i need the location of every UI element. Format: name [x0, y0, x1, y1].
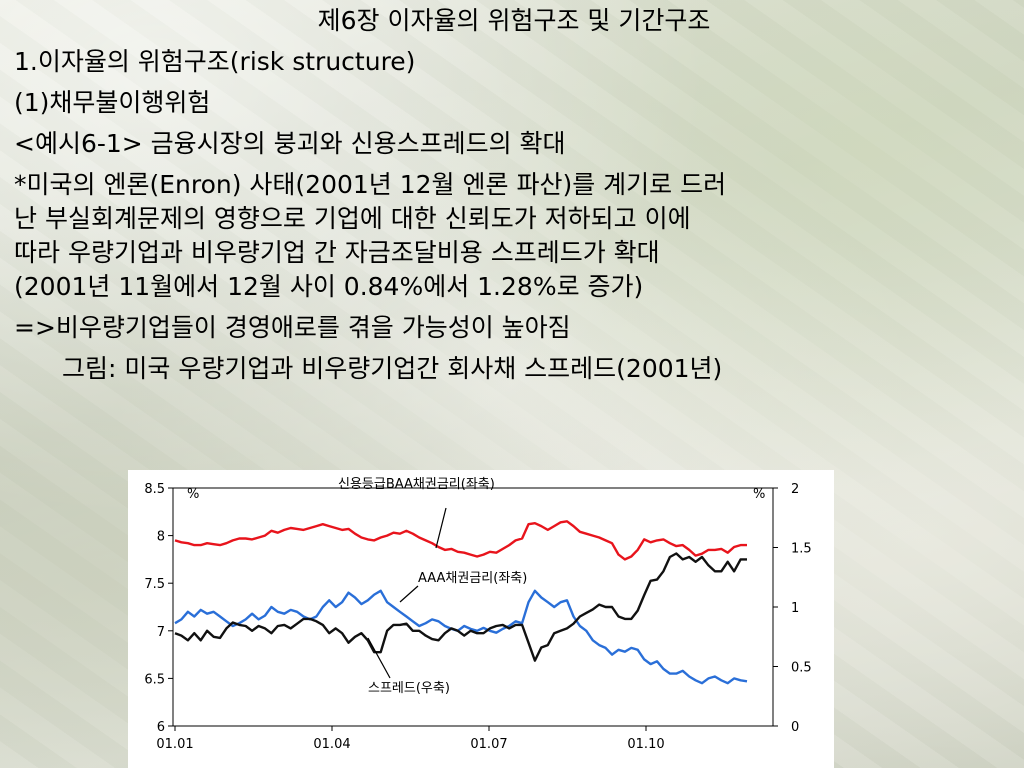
chart-series	[174, 520, 748, 685]
left-tick-label: 8.5	[144, 482, 165, 497]
example-heading: <예시6-1> 금융시장의 붕괴와 신용스프레드의 확대	[14, 129, 566, 158]
right-tick-label: 1.5	[791, 542, 812, 557]
left-tick-label: 7	[157, 625, 165, 640]
left-tick-label: 6	[157, 720, 165, 735]
slide-title: 제6장 이자율의 위험구조 및 기간구조	[317, 6, 711, 35]
x-tick-label: 01.07	[470, 737, 507, 752]
annotation-baa: 신용등급BAA채권금리(좌축)	[338, 477, 495, 492]
plot-frame	[172, 487, 774, 727]
figure-caption: 그림: 미국 우량기업과 비우량기업간 회사채 스프레드(2001년)	[62, 354, 723, 383]
left-tick-label: 8	[157, 530, 165, 545]
right-tick-label: 2	[791, 482, 799, 497]
body-line-4: (2001년 11월에서 12월 사이 0.84%에서 1.28%로 증가)	[14, 272, 644, 301]
body-line-3: 따라 우량기업과 비우량기업 간 자금조달비용 스프레드가 확대	[14, 238, 660, 267]
left-tick-label: 7.5	[144, 577, 165, 592]
spread-chart-svg: 8.5 8 7.5 7 6.5 6 2 1.5 1 0.5 0% % 01.01 01.04 01.07 01…	[144, 477, 811, 752]
left-tick-label: 6.5	[144, 672, 165, 687]
spread-chart: 8.5 8 7.5 7 6.5 6 2 1.5 1 0.5 0%% 01.01 01.04 01.07 01…	[128, 470, 834, 768]
chart-axes: 8.5 8 7.5 7 6.5 6 2 1.5 1 0.5 0% % 01.01 01.04 01.07 01…	[144, 482, 811, 752]
chart-annotations: 신용등급BAA채권금리(좌축) AAA채권금리(좌축) 스프레드(우축)	[338, 477, 527, 696]
section-heading: 1.이자율의 위험구조(risk structure)	[14, 47, 416, 76]
x-tick-label: 01.10	[627, 737, 664, 752]
annotation-aaa-leader	[399, 585, 419, 603]
body-line-1: *미국의 엔론(Enron) 사태(2001년 12월 엔론 파산)를 계기로 …	[14, 170, 727, 199]
subsection-heading: (1)채무불이행위험	[14, 88, 211, 117]
right-tick-label: 1	[791, 601, 799, 616]
annotation-aaa: AAA채권금리(좌축)	[418, 571, 527, 586]
x-tick-label: 01.04	[313, 737, 350, 752]
right-tick-label: 0.5	[791, 661, 812, 676]
conclusion-line: =>비우량기업들이 경영애로를 겪을 가능성이 높아짐	[14, 313, 571, 342]
baa-rate-line	[174, 520, 747, 561]
right-tick-label: 0	[791, 720, 799, 735]
body-line-2: 난 부실회계문제의 영향으로 기업에 대한 신뢰도가 저하되고 이에	[14, 204, 691, 233]
annotation-spread-leader	[367, 637, 391, 679]
spread-line	[174, 552, 747, 662]
annotation-baa-leader	[435, 507, 447, 549]
aaa-rate-line	[174, 589, 748, 685]
right-unit-label: %	[753, 487, 765, 502]
slide-text: 제6장 이자율의 위험구조 및 기간구조 1.이자율의 위험구조(risk st…	[14, 0, 1014, 393]
x-tick-label: 01.01	[156, 737, 193, 752]
left-unit-label: %	[187, 487, 199, 502]
annotation-spread: 스프레드(우축)	[368, 681, 450, 696]
